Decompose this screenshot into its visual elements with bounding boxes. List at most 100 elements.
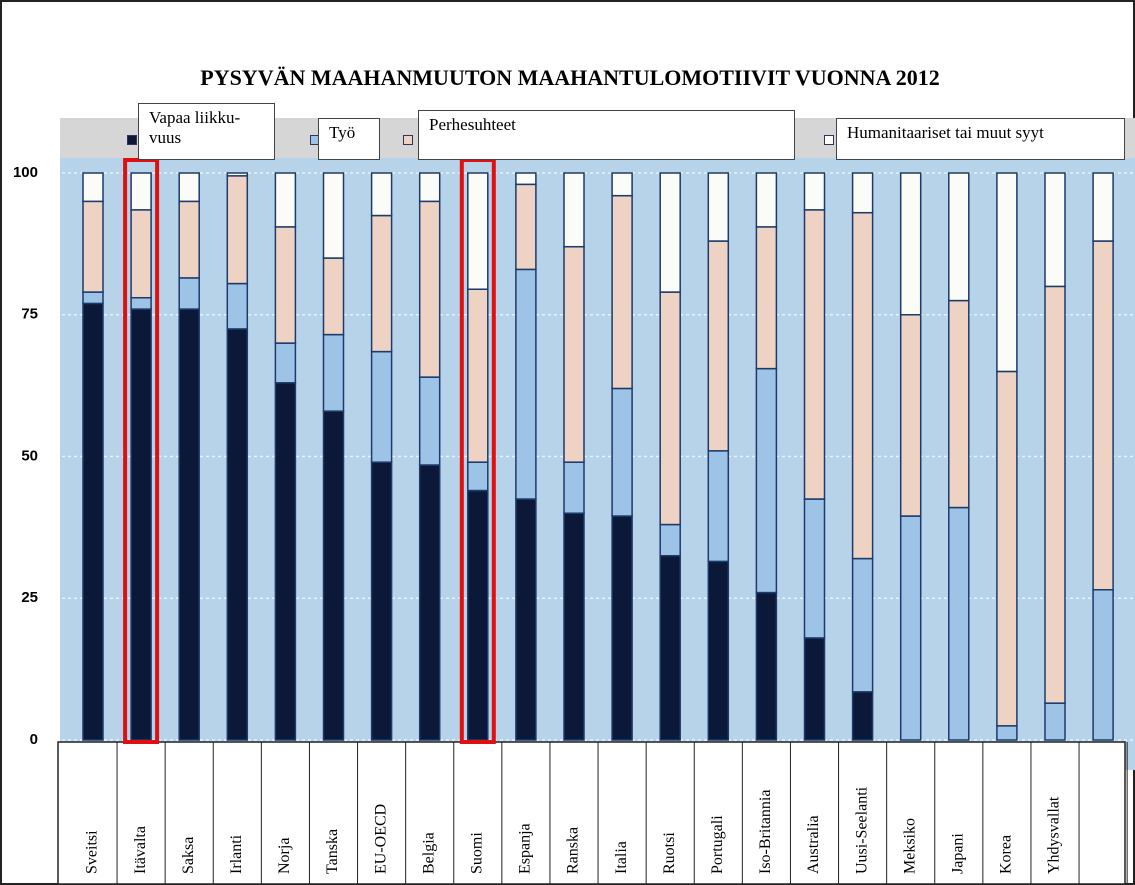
- bar-segment: [370, 172, 393, 217]
- y-tick-label: 0: [30, 731, 38, 748]
- bar-segment: [274, 172, 297, 228]
- y-tick-label: 25: [21, 589, 38, 606]
- bar-segment: [1092, 240, 1114, 591]
- bar-segment: [274, 226, 297, 344]
- bar-segment: [274, 382, 297, 741]
- label-box: [57, 741, 1126, 885]
- x-tick-label: Iso-Britannia: [757, 790, 774, 874]
- bar-segment: [322, 172, 345, 259]
- bar-segment: [948, 172, 970, 302]
- x-tick-label: Belgia: [420, 832, 437, 874]
- y-tick-label: 75: [21, 306, 38, 323]
- bar-segment: [515, 172, 537, 186]
- bar-segment: [755, 226, 778, 370]
- bar-segment: [322, 333, 345, 412]
- bar-segment: [659, 291, 681, 526]
- bar-segment: [851, 557, 874, 693]
- bar-segment: [82, 291, 104, 305]
- x-tick-label: Korea: [998, 835, 1015, 874]
- bar-segment: [178, 172, 200, 203]
- bar-segment: [996, 725, 1018, 741]
- x-tick-label: Norja: [276, 838, 293, 874]
- legend-label: Työ: [318, 118, 380, 160]
- bar-segment: [755, 172, 778, 228]
- bar-segment: [418, 172, 441, 203]
- bar-segment: [178, 200, 200, 279]
- bar-segment: [803, 172, 826, 211]
- bar-segment: [851, 172, 874, 214]
- bar-segment: [899, 172, 922, 316]
- bar-segment: [563, 512, 585, 741]
- bar-segment: [996, 172, 1018, 373]
- bar-segment: [130, 296, 152, 310]
- legend-marker: [403, 135, 413, 145]
- legend-label: Perhesuhteet: [418, 110, 795, 160]
- bar-segment: [467, 288, 489, 463]
- bar-segment: [226, 175, 249, 285]
- bar-segment: [130, 308, 152, 741]
- bar-segment: [467, 172, 489, 290]
- x-tick-label: Sveitsi: [84, 830, 101, 874]
- bar-segment: [515, 183, 537, 271]
- bar-segment: [418, 376, 441, 466]
- bar-segment: [1044, 702, 1066, 741]
- bar-segment: [130, 209, 152, 299]
- bar-segment: [515, 268, 537, 500]
- bar-segment: [1092, 588, 1114, 741]
- legend-marker: [824, 135, 834, 145]
- x-tick-label: EU-OECD: [372, 804, 389, 874]
- legend-label: Humanitaariset tai muut syyt: [836, 118, 1125, 160]
- bar-segment: [707, 240, 730, 452]
- x-tick-label: Uusi-Seelanti: [853, 786, 870, 874]
- x-tick-label: Japani: [949, 833, 966, 874]
- highlight: [459, 158, 496, 744]
- bar-segment: [611, 515, 633, 741]
- bar-segment: [82, 302, 104, 741]
- bar-segment: [611, 194, 633, 390]
- bar-segment: [178, 277, 200, 310]
- bar-segment: [178, 308, 200, 741]
- bar-segment: [899, 515, 922, 741]
- bar-segment: [611, 172, 633, 197]
- bar-segment: [707, 560, 730, 741]
- bar-segment: [130, 172, 152, 211]
- bar-segment: [803, 498, 826, 639]
- legend-label: Vapaa liikku-vuus: [138, 103, 275, 160]
- bar-segment: [611, 387, 633, 517]
- bar-segment: [418, 200, 441, 378]
- bar-segment: [418, 464, 441, 741]
- bar-segment: [322, 257, 345, 336]
- x-tick-label: Espanja: [517, 823, 534, 874]
- x-tick-label: Ruotsi: [661, 832, 678, 874]
- bar-segment: [370, 214, 393, 353]
- bar-segment: [563, 245, 585, 463]
- x-tick-label: Saksa: [180, 837, 197, 874]
- bar-segment: [803, 637, 826, 741]
- bar-segment: [659, 172, 681, 293]
- bar-segment: [370, 350, 393, 463]
- x-tick-label: Irlanti: [228, 834, 245, 874]
- bar-segment: [563, 461, 585, 514]
- bar-segment: [467, 461, 489, 492]
- bar-segment: [755, 591, 778, 741]
- bar-segment: [948, 506, 970, 741]
- bar-segment: [82, 200, 104, 293]
- bar-segment: [659, 523, 681, 557]
- x-tick-label: Ranska: [565, 827, 582, 874]
- bar-segment: [707, 172, 730, 242]
- bar-segment: [707, 450, 730, 563]
- bar-segment: [803, 209, 826, 500]
- bar-segment: [226, 282, 249, 330]
- bar-segment: [755, 367, 778, 594]
- plot-background: [60, 158, 1135, 770]
- bar-segment: [322, 410, 345, 741]
- x-tick-label: Tanska: [324, 829, 341, 874]
- bar-segment: [370, 461, 393, 741]
- chart-title: PYSYVÄN MAAHANMUUTON MAAHANTULOMOTIIVIT …: [200, 65, 939, 90]
- bar-segment: [226, 172, 249, 177]
- y-tick-label: 50: [21, 447, 38, 464]
- bar-segment: [996, 370, 1018, 727]
- bar-segment: [515, 498, 537, 741]
- y-tick-label: 100: [13, 164, 38, 181]
- legend-marker: [127, 135, 137, 145]
